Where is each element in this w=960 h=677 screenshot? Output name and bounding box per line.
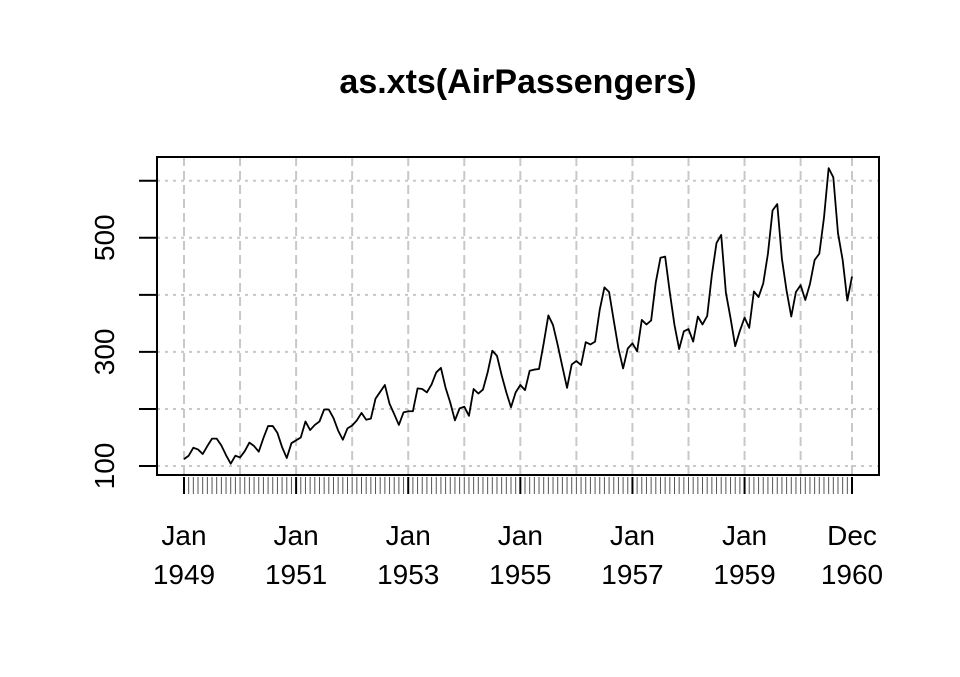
y-tick-label: 100 [89, 443, 120, 490]
x-tick-label-month: Jan [161, 520, 206, 551]
x-tick-label-year: 1953 [377, 559, 439, 590]
x-tick-label-year: 1959 [713, 559, 775, 590]
plot-frame [156, 156, 880, 476]
series-line [183, 167, 853, 465]
x-tick-label-year: 1960 [821, 559, 883, 590]
y-tick-label: 500 [89, 214, 120, 261]
x-tick-label-year: 1957 [601, 559, 663, 590]
x-tick-label-month: Jan [274, 520, 319, 551]
x-tick-label-year: 1955 [489, 559, 551, 590]
x-tick-label-month: Jan [386, 520, 431, 551]
x-tick-label-month: Jan [498, 520, 543, 551]
y-tick-label: 300 [89, 329, 120, 376]
chart-title: as.xts(AirPassengers) [339, 63, 696, 101]
grid [157, 157, 879, 475]
y-axis: 100 300 500 [89, 179, 157, 490]
x-tick-label-month: Jan [722, 520, 767, 551]
x-tick-label-year: 1949 [153, 559, 215, 590]
x-tick-label-year: 1951 [265, 559, 327, 590]
x-axis: Jan 1949 Jan 1951 Jan 1953 Jan 1955 Jan 1957 Jan 19… [153, 477, 883, 590]
x-tick-label-month: Dec [827, 520, 877, 551]
series-layer [183, 167, 853, 465]
x-tick-label-month: Jan [610, 520, 655, 551]
